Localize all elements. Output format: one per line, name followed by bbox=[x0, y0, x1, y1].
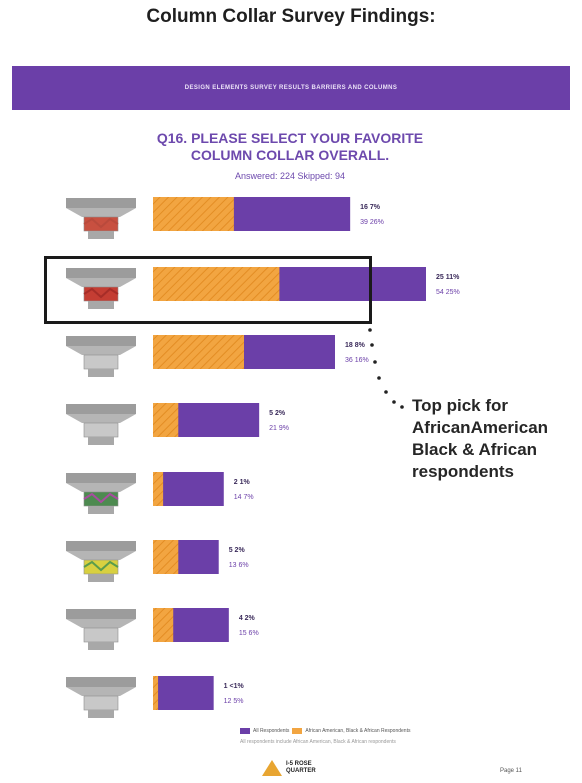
collar-thumbnail bbox=[66, 198, 136, 239]
collar-thumbnail bbox=[66, 677, 136, 718]
collar-thumbnail bbox=[66, 404, 136, 445]
chart-bars bbox=[153, 197, 426, 710]
collar-thumbnail bbox=[66, 609, 136, 650]
label-aa: 2 1% bbox=[234, 479, 251, 486]
leader-dot bbox=[368, 328, 372, 332]
label-all: 14 7% bbox=[234, 494, 254, 501]
question-line-1: Q16. PLEASE SELECT YOUR FAVORITE bbox=[156, 130, 424, 146]
leader-dot bbox=[384, 390, 388, 394]
label-all: 13 6% bbox=[229, 562, 249, 569]
page-number: Page 11 bbox=[500, 768, 522, 774]
chart-labels: 16 7% 39 26% 25 11% 54 25% 18 8% 36 16% 5 2% 21… bbox=[224, 204, 460, 705]
collar-thumbnails bbox=[66, 198, 136, 718]
collar-thumbnail bbox=[66, 473, 136, 514]
label-aa: 5 2% bbox=[269, 410, 286, 417]
bar-aa-respondents bbox=[153, 676, 159, 710]
bar-all-respondents bbox=[153, 472, 224, 506]
bar-aa-respondents bbox=[153, 197, 234, 231]
legend-note: All respondents include African American… bbox=[240, 739, 396, 745]
logo-text: I-5 ROSE QUARTER bbox=[286, 761, 316, 775]
callout-line-1: Top pick for bbox=[412, 396, 509, 415]
label-all: 36 16% bbox=[345, 357, 369, 364]
answered-count: Answered: 224 Skipped: 94 bbox=[234, 171, 346, 181]
logo-line-2: QUARTER bbox=[286, 768, 316, 774]
label-aa: 5 2% bbox=[229, 547, 246, 554]
label-all: 21 9% bbox=[269, 425, 289, 432]
bar-aa-respondents bbox=[153, 335, 244, 369]
logo-mark-icon bbox=[262, 760, 282, 776]
label-aa: 18 8% bbox=[345, 342, 366, 349]
bar-aa-respondents bbox=[153, 403, 179, 437]
leader-dot bbox=[370, 343, 374, 347]
section-banner: DESIGN ELEMENTS SURVEY RESULTS BARRIERS … bbox=[12, 66, 570, 110]
leader-dot bbox=[377, 376, 381, 380]
bar-aa-respondents bbox=[153, 608, 174, 642]
label-aa: 16 7% bbox=[360, 204, 381, 211]
collar-thumbnail bbox=[66, 336, 136, 377]
label-all: 39 26% bbox=[360, 219, 384, 226]
label-all: 15 6% bbox=[239, 630, 259, 637]
legend-label-all: All Respondents bbox=[253, 728, 290, 734]
footer-logo: I-5 ROSE QUARTER bbox=[262, 757, 342, 779]
bar-aa-respondents bbox=[153, 472, 164, 506]
legend-swatch-aa bbox=[292, 728, 303, 734]
label-all: 12 5% bbox=[224, 698, 244, 705]
label-all: 54 25% bbox=[436, 289, 460, 296]
leader-dot bbox=[400, 405, 404, 409]
legend-label-aa: African American, Black & African Respon… bbox=[305, 728, 411, 734]
label-aa: 1 <1% bbox=[224, 683, 245, 690]
top-pick-highlight bbox=[44, 256, 372, 324]
logo-line-1: I-5 ROSE bbox=[286, 761, 312, 767]
label-aa: 4 2% bbox=[239, 615, 256, 622]
leader-dot bbox=[373, 360, 377, 364]
collar-thumbnail bbox=[66, 268, 136, 309]
legend-swatch-all bbox=[240, 728, 250, 734]
callout-line-2: AfricanAmerican bbox=[412, 418, 549, 437]
collar-thumbnail bbox=[66, 541, 136, 582]
question-title: Q16. PLEASE SELECT YOUR FAVORITE COLUMN … bbox=[100, 130, 480, 164]
callout-leader bbox=[368, 328, 404, 409]
callout-line-4: respondents bbox=[412, 462, 515, 481]
question-line-2: COLUMN COLLAR OVERALL. bbox=[190, 147, 390, 163]
page-heading: Column Collar Survey Findings: bbox=[146, 6, 436, 27]
callout-line-3: Black & African bbox=[412, 440, 538, 459]
label-aa: 25 11% bbox=[436, 274, 460, 281]
leader-dot bbox=[392, 400, 396, 404]
bar-aa-respondents bbox=[153, 267, 280, 301]
bar-aa-respondents bbox=[153, 540, 179, 574]
chart-legend: All Respondents African American, Black … bbox=[240, 728, 410, 734]
bar-all-respondents bbox=[153, 676, 214, 710]
banner-text: DESIGN ELEMENTS SURVEY RESULTS BARRIERS … bbox=[184, 85, 398, 91]
top-pick-callout: Top pick for AfricanAmerican Black & Afr… bbox=[412, 395, 582, 483]
